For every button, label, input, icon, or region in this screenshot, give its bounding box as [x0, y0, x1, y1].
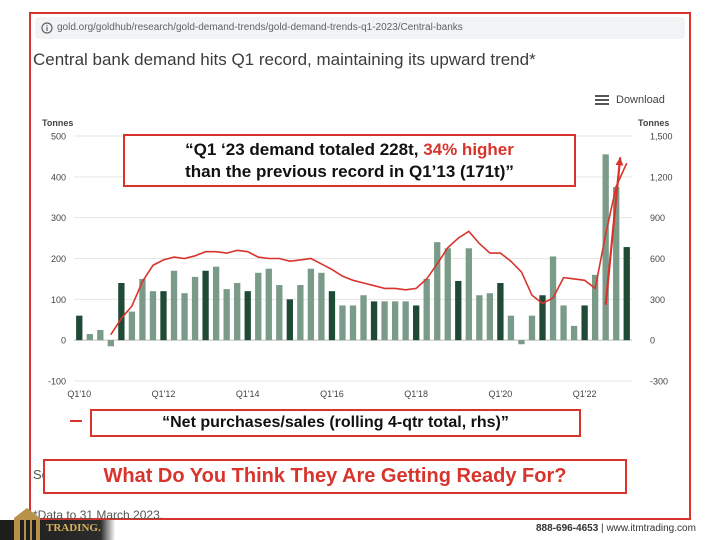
url-text: gold.org/goldhub/research/gold-demand-tr…	[57, 22, 463, 33]
footer: TRADING. 888-696-4653 | www.itmtrading.c…	[0, 508, 720, 540]
legend-callout: “Net purchases/sales (rolling 4-qtr tota…	[90, 409, 581, 437]
screenshot-frame	[29, 12, 691, 520]
info-icon	[41, 22, 53, 34]
footer-brand: TRADING.	[46, 522, 101, 534]
footer-website[interactable]: www.itmtrading.com	[606, 523, 696, 534]
footer-phone: 888-696-4653	[536, 523, 599, 534]
callout-line1-a: “Q1 ‘23 demand totaled 228t,	[185, 140, 424, 159]
download-button[interactable]: Download	[594, 94, 665, 106]
download-label: Download	[616, 94, 665, 106]
itm-logo-icon	[14, 508, 40, 540]
menu-icon	[595, 95, 609, 105]
question-callout: What Do You Think They Are Getting Ready…	[43, 459, 627, 494]
callout-record-demand: “Q1 ‘23 demand totaled 228t, 34% higher …	[123, 134, 576, 187]
chart-title: Central bank demand hits Q1 record, main…	[33, 50, 536, 69]
footer-contact: 888-696-4653 | www.itmtrading.com	[536, 523, 696, 534]
footnote: *Data to 31 March 2023.	[33, 508, 164, 522]
address-bar[interactable]: gold.org/goldhub/research/gold-demand-tr…	[35, 17, 685, 39]
callout-line2: than the previous record in Q1’13 (171t)…	[185, 162, 514, 181]
legend-line-swatch	[70, 420, 82, 422]
callout-line1-b: 34% higher	[423, 140, 514, 159]
footer-bar	[0, 520, 720, 540]
footer-separator: |	[598, 523, 607, 534]
